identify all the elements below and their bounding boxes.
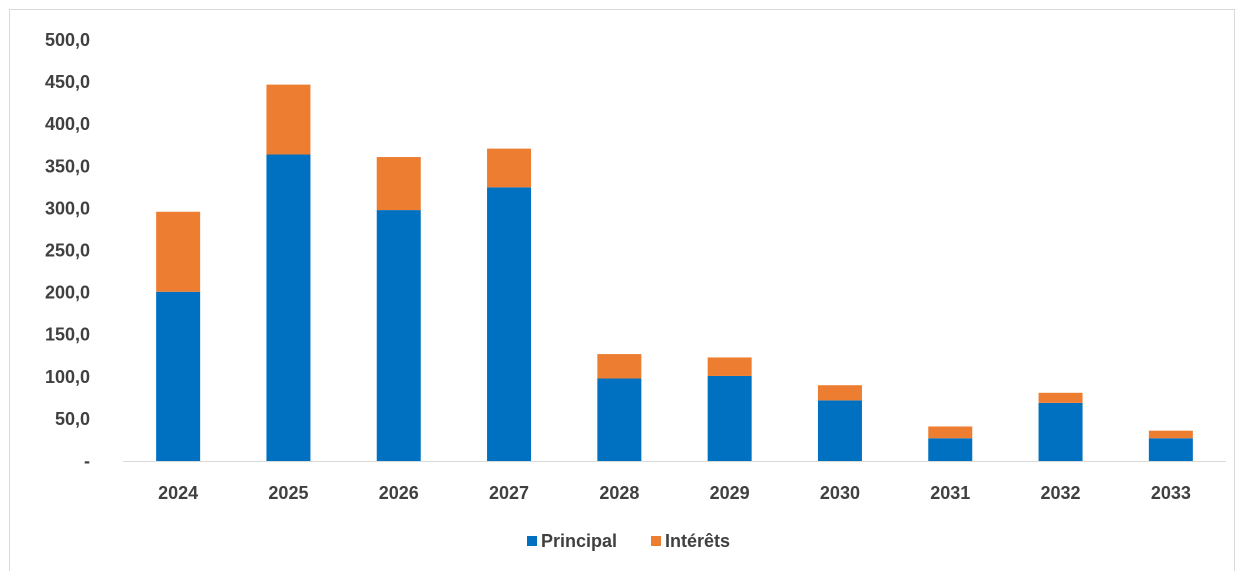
bar-interets-2029 [707,357,752,376]
bar-principal-2031 [928,438,973,461]
bar-principal-2026 [376,210,421,461]
bar-principal-2028 [597,378,642,461]
x-tick-label: 2031 [930,483,970,503]
x-tick-label: 2024 [158,483,198,503]
x-tick-label: 2032 [1041,483,1081,503]
y-tick-label: 300,0 [45,198,90,218]
y-tick-label: 350,0 [45,156,90,176]
legend-swatch-interets [651,536,661,546]
bar-interets-2025 [266,84,311,155]
x-tick-label: 2029 [710,483,750,503]
x-tick-label: 2028 [599,483,639,503]
x-tick-label: 2025 [268,483,308,503]
bar-principal-2032 [1038,402,1083,461]
y-tick-label: 200,0 [45,283,90,303]
bar-principal-2027 [487,187,532,461]
y-tick-label: 250,0 [45,241,90,261]
x-tick-label: 2026 [379,483,419,503]
bar-principal-2024 [156,291,201,461]
y-tick-label: 500,0 [45,30,90,50]
bar-interets-2032 [1038,392,1083,403]
bar-principal-2030 [817,400,862,461]
bar-interets-2031 [928,426,973,439]
x-tick-label: 2030 [820,483,860,503]
bar-interets-2024 [156,211,201,292]
y-tick-label: 50,0 [55,409,90,429]
legend-label-principal: Principal [541,531,617,551]
bar-principal-2033 [1148,438,1193,461]
bar-interets-2026 [376,157,421,211]
x-tick-label: 2027 [489,483,529,503]
bar-principal-2029 [707,375,752,461]
y-axis-ticks: - 50,0 100,0 150,0 200,0 250,0 300,0 350,0 400,0… [45,30,90,471]
bar-interets-2033 [1148,430,1193,439]
bar-interets-2030 [817,385,862,401]
chart-frame [9,9,1235,571]
y-tick-label: 150,0 [45,325,90,345]
y-tick-label: - [84,451,90,471]
x-axis-ticks: 2024 2025 2026 2027 2028 2029 2030 2031 2032 2033 [158,483,1191,503]
legend-label-interets: Intérêts [665,531,730,551]
bar-principal-2025 [266,154,311,461]
y-tick-label: 450,0 [45,72,90,92]
y-tick-label: 100,0 [45,367,90,387]
legend-swatch-principal [527,536,537,546]
y-tick-label: 400,0 [45,114,90,134]
bar-interets-2027 [487,148,532,188]
bar-interets-2028 [597,354,642,379]
bars [156,84,1193,461]
x-tick-label: 2033 [1151,483,1191,503]
legend: Principal Intérêts [527,531,730,551]
